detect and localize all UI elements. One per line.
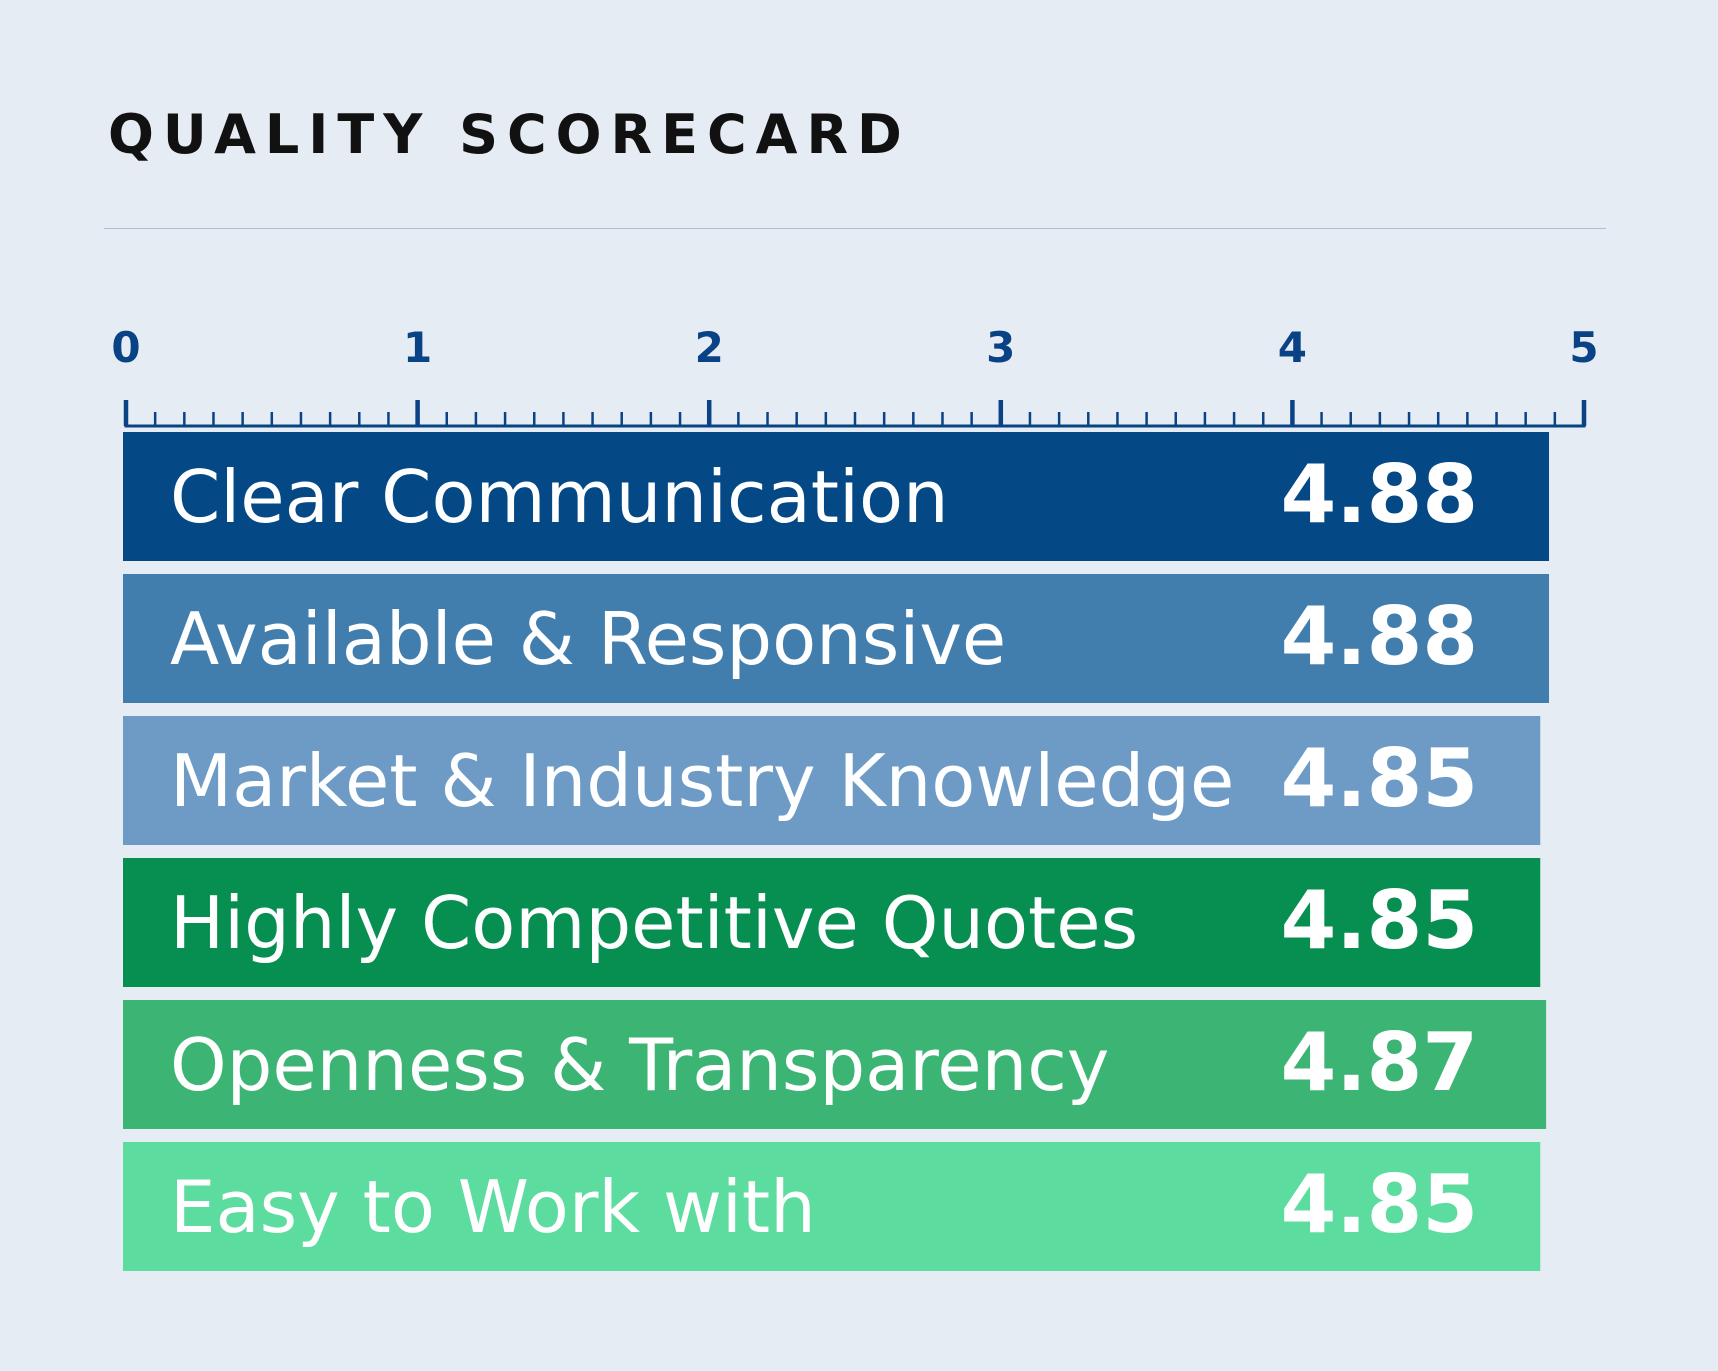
bar-row: Easy to Work with 4.85 xyxy=(123,1142,1541,1271)
x-tick-label: 4 xyxy=(1278,323,1307,372)
bar-label: Market & Industry Knowledge xyxy=(170,739,1234,823)
bar-label: Easy to Work with xyxy=(170,1165,816,1249)
x-tick-label: 3 xyxy=(986,323,1015,372)
chart-title: QUALITY SCORECARD xyxy=(108,103,911,166)
x-tick-label: 5 xyxy=(1569,323,1598,372)
bar-row: Available & Responsive 4.88 xyxy=(123,574,1550,703)
bar-value-label: 4.88 xyxy=(1281,590,1478,683)
bar xyxy=(123,432,1550,561)
bar-label: Highly Competitive Quotes xyxy=(170,881,1138,965)
bar-label: Clear Communication xyxy=(170,455,949,539)
bar xyxy=(123,1142,1541,1271)
bar-row: Highly Competitive Quotes 4.85 xyxy=(123,858,1541,987)
bar-value-label: 4.85 xyxy=(1281,732,1478,825)
x-tick-label: 1 xyxy=(403,323,432,372)
bar-label: Openness & Transparency xyxy=(170,1023,1109,1107)
bar-row: Clear Communication 4.88 xyxy=(123,432,1550,561)
bar xyxy=(123,858,1541,987)
bar-value-label: 4.85 xyxy=(1281,1158,1478,1251)
bar-row: Market & Industry Knowledge 4.85 xyxy=(123,716,1541,845)
bar xyxy=(123,574,1550,703)
bar-value-label: 4.87 xyxy=(1281,1016,1478,1109)
bar xyxy=(123,716,1541,845)
bar xyxy=(123,1000,1547,1129)
title-divider xyxy=(104,228,1606,229)
x-tick-label: 2 xyxy=(695,323,724,372)
bar-row: Openness & Transparency 4.87 xyxy=(123,1000,1547,1129)
bar-value-label: 4.85 xyxy=(1281,874,1478,967)
x-tick-label: 0 xyxy=(111,323,140,372)
bar-label: Available & Responsive xyxy=(170,597,1006,681)
x-axis: 0 1 2 3 4 5 xyxy=(111,323,1599,428)
bar-value-label: 4.88 xyxy=(1281,448,1478,541)
